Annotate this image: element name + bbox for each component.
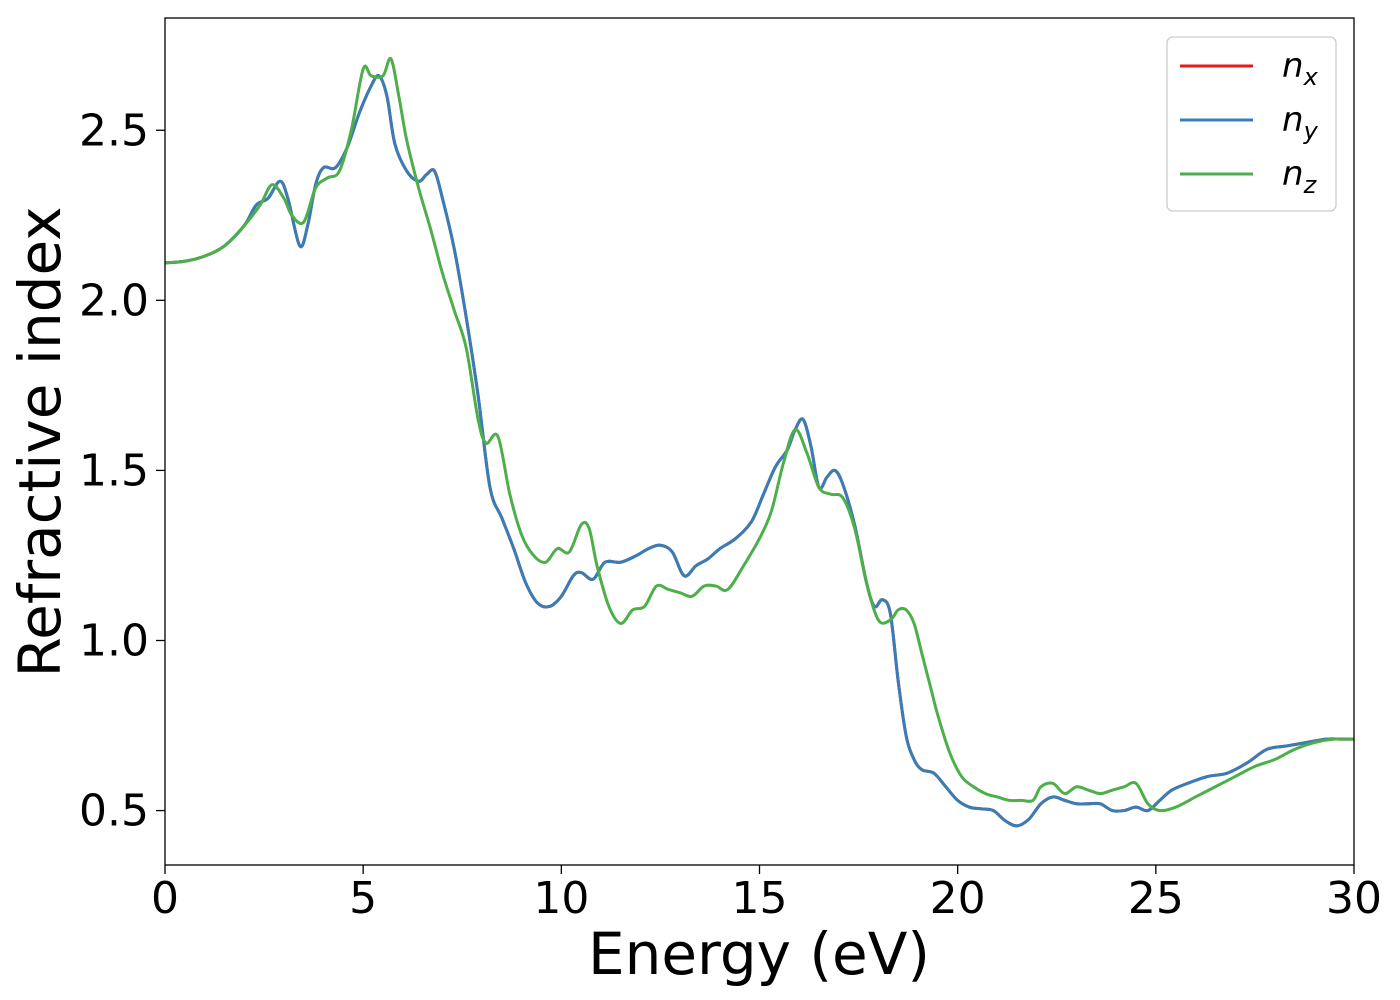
x-tick-label: 5	[349, 873, 377, 924]
x-tick-label: 0	[151, 873, 179, 924]
series-layer	[165, 56, 1354, 828]
legend-label-y: ny	[1282, 100, 1319, 145]
y-axis-title: Refractive index	[6, 206, 74, 677]
x-axis-title: Energy (eV)	[588, 920, 930, 988]
series-line-z	[165, 56, 1354, 813]
y-tick-label: 2.5	[79, 105, 149, 156]
legend-box	[1166, 36, 1337, 212]
x-tick-label: 10	[533, 873, 589, 924]
plot-background	[165, 18, 1354, 865]
x-tick-label: 25	[1128, 873, 1184, 924]
axes-layer: 0 5 10 15 20 25 30 0.5 1.0 1.5 2.0 2.5	[79, 17, 1382, 924]
y-tick-label: 0.5	[79, 786, 149, 837]
legend-label-x: nx	[1282, 46, 1319, 91]
plot-area	[165, 18, 1354, 865]
y-tick-label: 1.0	[79, 615, 149, 666]
y-tick-label: 2.0	[79, 275, 149, 326]
x-tick-label: 20	[930, 873, 986, 924]
x-tick-label: 30	[1326, 873, 1382, 924]
x-tick-label: 15	[732, 873, 788, 924]
legend: nx ny nz	[1166, 36, 1337, 212]
y-tick-label: 1.5	[79, 445, 149, 496]
legend-label-z: nz	[1282, 154, 1318, 199]
